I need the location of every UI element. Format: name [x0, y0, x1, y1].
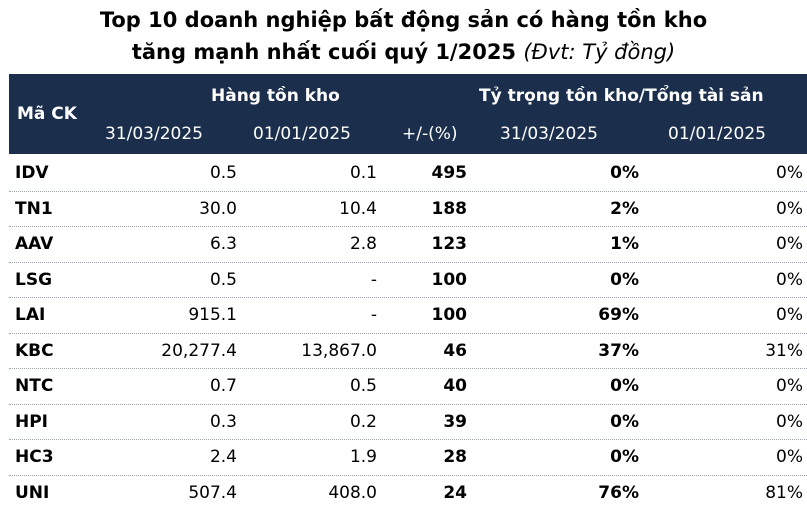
cell-change: 46 [443, 340, 467, 362]
cell-inventory-q1: 6.3 [210, 233, 237, 255]
cell-inventory-q1: 0.7 [210, 375, 237, 397]
table-row: LSG 0.5 - 100 0% 0% [9, 263, 807, 299]
cell-ratio-q1: 0% [610, 162, 639, 184]
cell-ratio-start: 31% [765, 340, 803, 362]
cell-inventory-start: 0.2 [350, 411, 377, 433]
cell-inventory-start: 13,867.0 [301, 340, 377, 362]
cell-change: 40 [443, 375, 467, 397]
cell-inventory-start: - [371, 304, 377, 326]
table-row: UNI 507.4 408.0 24 76% 81% [9, 476, 807, 510]
cell-change: 24 [443, 482, 467, 504]
table-row: LAI 915.1 - 100 69% 0% [9, 298, 807, 334]
table-row: HPI 0.3 0.2 39 0% 0% [9, 405, 807, 441]
header-ratio-date-q1: 31/03/2025 [500, 122, 598, 146]
cell-inventory-q1: 507.4 [188, 482, 237, 504]
cell-ratio-q1: 1% [610, 233, 639, 255]
cell-inventory-start: 0.5 [350, 375, 377, 397]
cell-change: 188 [432, 198, 468, 220]
header-inventory-group: Hàng tồn kho [211, 84, 340, 108]
cell-inventory-start: 1.9 [350, 446, 377, 468]
cell-change: 100 [432, 269, 468, 291]
table-row: KBC 20,277.4 13,867.0 46 37% 31% [9, 334, 807, 370]
cell-ratio-start: 0% [776, 304, 803, 326]
cell-ratio-start: 0% [776, 198, 803, 220]
cell-ticker: IDV [15, 162, 49, 184]
header-change: +/-(%) [402, 122, 458, 146]
cell-ratio-start: 0% [776, 233, 803, 255]
cell-ratio-q1: 76% [598, 482, 639, 504]
table-row: TN1 30.0 10.4 188 2% 0% [9, 192, 807, 228]
table-title-line2: tăng mạnh nhất cuối quý 1/2025 (Đvt: Tỷ … [0, 37, 807, 67]
cell-change: 28 [443, 446, 467, 468]
cell-ratio-q1: 37% [598, 340, 639, 362]
cell-inventory-q1: 0.3 [210, 411, 237, 433]
table-row: IDV 0.5 0.1 495 0% 0% [9, 156, 807, 192]
cell-ratio-q1: 0% [610, 411, 639, 433]
cell-inventory-start: 2.8 [350, 233, 377, 255]
cell-inventory-start: 408.0 [328, 482, 377, 504]
cell-inventory-q1: 0.5 [210, 269, 237, 291]
cell-ratio-start: 0% [776, 162, 803, 184]
cell-ticker: HPI [15, 411, 48, 433]
cell-ticker: NTC [15, 375, 53, 397]
header-ticker: Mã CK [17, 102, 77, 126]
cell-ratio-q1: 69% [598, 304, 639, 326]
cell-ticker: UNI [15, 482, 49, 504]
table-header: Mã CK Hàng tồn kho Tỷ trọng tồn kho/Tổng… [9, 74, 807, 154]
cell-inventory-q1: 20,277.4 [161, 340, 237, 362]
cell-inventory-q1: 0.5 [210, 162, 237, 184]
table-title-unit: (Đvt: Tỷ đồng) [523, 40, 675, 64]
header-ratio-group: Tỷ trọng tồn kho/Tổng tài sản [479, 84, 764, 108]
cell-ratio-q1: 0% [610, 375, 639, 397]
cell-ticker: LSG [15, 269, 52, 291]
cell-ratio-start: 0% [776, 411, 803, 433]
cell-ticker: TN1 [15, 198, 53, 220]
cell-inventory-start: 0.1 [350, 162, 377, 184]
cell-ratio-start: 0% [776, 375, 803, 397]
cell-ratio-q1: 0% [610, 269, 639, 291]
table-body: IDV 0.5 0.1 495 0% 0% TN1 30.0 10.4 188 … [9, 156, 807, 510]
cell-change: 100 [432, 304, 468, 326]
cell-change: 495 [432, 162, 468, 184]
cell-inventory-q1: 2.4 [210, 446, 237, 468]
cell-ticker: LAI [15, 304, 45, 326]
header-inventory-date-start: 01/01/2025 [253, 122, 351, 146]
cell-change: 39 [443, 411, 467, 433]
header-inventory-date-q1: 31/03/2025 [105, 122, 203, 146]
cell-inventory-start: 10.4 [339, 198, 377, 220]
table-title-main: tăng mạnh nhất cuối quý 1/2025 [132, 40, 516, 64]
table-row: AAV 6.3 2.8 123 1% 0% [9, 227, 807, 263]
table-row: HC3 2.4 1.9 28 0% 0% [9, 440, 807, 476]
cell-ticker: KBC [15, 340, 54, 362]
table-title-line1: Top 10 doanh nghiệp bất động sản có hàng… [0, 5, 807, 35]
cell-ratio-start: 0% [776, 446, 803, 468]
cell-ratio-q1: 2% [610, 198, 639, 220]
cell-inventory-q1: 30.0 [199, 198, 237, 220]
cell-ratio-q1: 0% [610, 446, 639, 468]
cell-ratio-start: 0% [776, 269, 803, 291]
header-ratio-date-start: 01/01/2025 [668, 122, 766, 146]
cell-ratio-start: 81% [765, 482, 803, 504]
cell-ticker: AAV [15, 233, 53, 255]
table-row: NTC 0.7 0.5 40 0% 0% [9, 369, 807, 405]
cell-change: 123 [432, 233, 468, 255]
cell-ticker: HC3 [15, 446, 54, 468]
cell-inventory-start: - [371, 269, 377, 291]
cell-inventory-q1: 915.1 [188, 304, 237, 326]
